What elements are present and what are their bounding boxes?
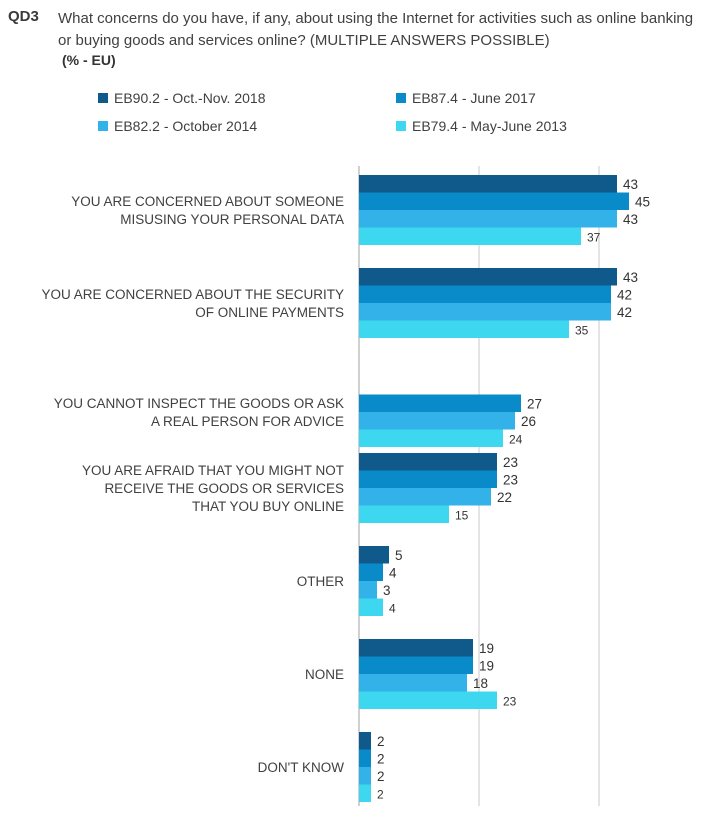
bar [359, 656, 473, 674]
legend-label: EB87.4 - June 2017 [412, 90, 536, 106]
category-label-line: YOU ARE CONCERNED ABOUT SOMEONE [71, 194, 344, 209]
value-label: 5 [395, 548, 403, 563]
value-label: 2 [377, 751, 385, 766]
category-label: OTHER [297, 574, 345, 589]
bar [359, 581, 377, 599]
value-label: 2 [377, 734, 385, 749]
value-label: 43 [623, 177, 638, 192]
value-label: 23 [503, 472, 518, 487]
bar [359, 546, 389, 564]
legend-item-eb90-2: EB90.2 - Oct.-Nov. 2018 [98, 90, 265, 106]
bar [359, 227, 581, 245]
bar [359, 563, 383, 581]
value-label: 22 [497, 490, 512, 505]
value-label: 2 [377, 787, 384, 801]
unit-label: (% - EU) [62, 52, 116, 68]
bar [359, 732, 371, 750]
value-label: 15 [455, 508, 469, 522]
legend-swatch-icon [98, 93, 108, 103]
bar [359, 505, 449, 523]
bar [359, 303, 611, 321]
question-text: What concerns do you have, if any, about… [58, 10, 694, 49]
category-label-line: YOU ARE AFRAID THAT YOU MIGHT NOT [82, 463, 344, 478]
value-label: 42 [617, 287, 632, 302]
legend-label: EB90.2 - Oct.-Nov. 2018 [114, 90, 266, 106]
value-label: 18 [473, 676, 488, 691]
bar [359, 210, 617, 228]
bar [359, 767, 371, 785]
bar [359, 488, 491, 506]
category-label-line: NONE [305, 667, 344, 682]
category-label-line: A REAL PERSON FOR ADVICE [151, 414, 344, 429]
category-label-line: OTHER [297, 574, 345, 589]
legend-item-eb79-4: EB79.4 - May-June 2013 [396, 118, 567, 134]
value-label: 24 [509, 432, 523, 446]
value-label: 3 [383, 583, 391, 598]
category-label-line: YOU ARE CONCERNED ABOUT THE SECURITY [41, 287, 344, 302]
legend-swatch-icon [396, 93, 406, 103]
bar [359, 175, 617, 193]
question-code: QD3 [8, 8, 39, 25]
value-label: 4 [389, 565, 397, 580]
value-label: 23 [503, 455, 518, 470]
bar [359, 320, 569, 338]
value-label: 23 [503, 694, 517, 708]
value-label: 26 [521, 414, 536, 429]
bar [359, 598, 383, 616]
category-label-line: MISUSING YOUR PERSONAL DATA [120, 212, 344, 227]
value-label: 35 [575, 323, 589, 337]
value-label: 2 [377, 769, 385, 784]
value-label: 43 [623, 270, 638, 285]
bar [359, 691, 497, 709]
value-label: 27 [527, 396, 542, 411]
value-label: 42 [617, 305, 632, 320]
legend-swatch-icon [98, 121, 108, 131]
bar [359, 749, 371, 767]
legend-label: EB79.4 - May-June 2013 [412, 118, 567, 134]
value-label: 19 [479, 641, 494, 656]
bar [359, 192, 629, 210]
bar [359, 453, 497, 471]
value-label: 19 [479, 658, 494, 673]
category-label: YOU ARE CONCERNED ABOUT SOMEONE MISUSING … [71, 194, 344, 227]
bar [359, 394, 521, 412]
category-label: DON'T KNOW [258, 760, 345, 775]
bar [359, 429, 503, 447]
category-label-line: YOU CANNOT INSPECT THE GOODS OR ASK [54, 396, 344, 411]
bar [359, 784, 371, 802]
bar [359, 674, 467, 692]
category-label-line: OF ONLINE PAYMENTS [195, 305, 344, 320]
category-label: NONE [305, 667, 344, 682]
value-label: 43 [623, 212, 638, 227]
category-label-line: DON'T KNOW [258, 760, 345, 775]
category-label: YOU ARE AFRAID THAT YOU MIGHT NOT RECEIVE… [82, 463, 344, 514]
category-label-line: THAT YOU BUY ONLINE [192, 499, 344, 514]
category-label-line: RECEIVE THE GOODS OR SERVICES [104, 481, 344, 496]
legend-item-eb87-4: EB87.4 - June 2017 [396, 90, 536, 106]
value-label: 4 [389, 601, 396, 615]
bar [359, 268, 617, 286]
legend-item-eb82-2: EB82.2 - October 2014 [98, 118, 257, 134]
value-label: 37 [587, 230, 601, 244]
value-label: 45 [635, 194, 650, 209]
category-label: YOU CANNOT INSPECT THE GOODS OR ASK A REA… [54, 396, 344, 429]
bar [359, 285, 611, 303]
bar [359, 412, 515, 430]
legend-label: EB82.2 - October 2014 [114, 118, 258, 134]
bar [359, 470, 497, 488]
category-label: YOU ARE CONCERNED ABOUT THE SECURITY OF O… [41, 287, 344, 320]
bar [359, 639, 473, 657]
legend-swatch-icon [396, 121, 406, 131]
